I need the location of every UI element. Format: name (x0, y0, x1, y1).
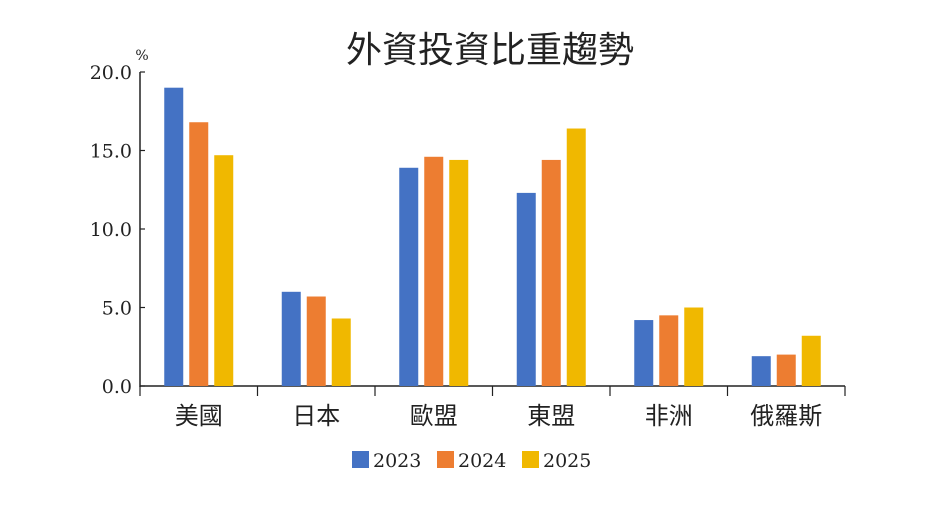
legend-label-2024: 2024 (458, 450, 506, 472)
bar-2023-日本 (281, 291, 301, 386)
bar-2023-歐盟 (399, 167, 419, 386)
bar-2023-非洲 (634, 320, 654, 386)
bar-2024-俄羅斯 (776, 354, 796, 386)
y-tick-label: 20.0 (90, 62, 132, 84)
bar-2024-非洲 (659, 315, 679, 386)
legend-swatch-2025 (522, 451, 539, 468)
y-tick-label: 10.0 (90, 219, 132, 241)
bar-2024-歐盟 (424, 156, 444, 386)
bar-2025-美國 (214, 155, 234, 386)
bar-2025-俄羅斯 (801, 335, 821, 386)
y-tick-label: 0.0 (102, 376, 132, 398)
bar-2025-非洲 (684, 307, 704, 386)
bar-2023-東盟 (516, 192, 536, 386)
y-axis-unit: % (135, 48, 148, 64)
y-tick-label: 15.0 (90, 141, 132, 163)
x-tick-label: 非洲 (645, 402, 693, 430)
legend-label-2025: 2025 (543, 450, 591, 472)
x-tick-label: 東盟 (527, 402, 575, 430)
bar-2024-日本 (306, 296, 326, 386)
bar-2023-俄羅斯 (751, 356, 771, 386)
x-tick-label: 俄羅斯 (750, 402, 822, 430)
y-tick-label: 5.0 (102, 298, 132, 320)
legend-label-2023: 2023 (373, 450, 421, 472)
chart-title: 外資投資比重趨勢 (346, 30, 634, 71)
bar-2025-歐盟 (449, 159, 469, 386)
bar-2023-美國 (164, 87, 184, 386)
legend-swatch-2024 (437, 451, 454, 468)
bar-2025-東盟 (566, 128, 586, 386)
bar-2025-日本 (331, 318, 351, 386)
bar-2024-東盟 (541, 159, 561, 386)
x-tick-label: 日本 (292, 402, 340, 430)
x-tick-label: 歐盟 (410, 402, 458, 430)
legend-swatch-2023 (352, 451, 369, 468)
bar-2024-美國 (189, 122, 209, 387)
x-tick-label: 美國 (175, 402, 223, 430)
